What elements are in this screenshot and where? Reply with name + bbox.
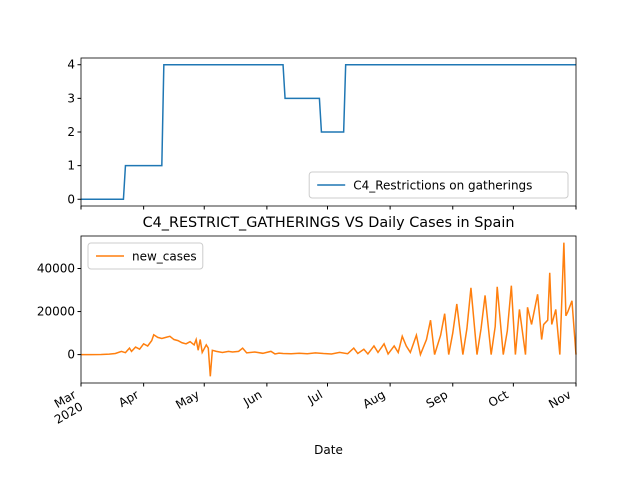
- legend-box: [87, 242, 204, 270]
- chart-title: C4_RESTRICT_GATHERINGS VS Daily Cases in…: [143, 215, 515, 231]
- axes-frame: [80, 235, 577, 384]
- y-tick-label: 3: [67, 91, 75, 105]
- x-tick-label-group: Jul: [305, 387, 325, 407]
- y-tick-label: 4: [67, 58, 75, 72]
- x-tick-label: Jul: [305, 387, 325, 407]
- legend-box: [308, 171, 569, 199]
- y-tick-label: 1: [67, 159, 75, 173]
- legend-label: C4_Restrictions on gatherings: [353, 179, 532, 193]
- y-tick-label: 2: [67, 125, 75, 139]
- legend-label: new_cases: [132, 250, 197, 264]
- data-line: [81, 242, 577, 377]
- data-line: [81, 63, 576, 201]
- axes-frame: [80, 57, 577, 207]
- y-tick-label: 20000: [37, 305, 75, 319]
- y-tick-label: 0: [67, 192, 75, 206]
- y-tick-label: 40000: [37, 261, 75, 275]
- y-tick-label: 0: [67, 348, 75, 362]
- x-axis-label: Date: [314, 443, 343, 457]
